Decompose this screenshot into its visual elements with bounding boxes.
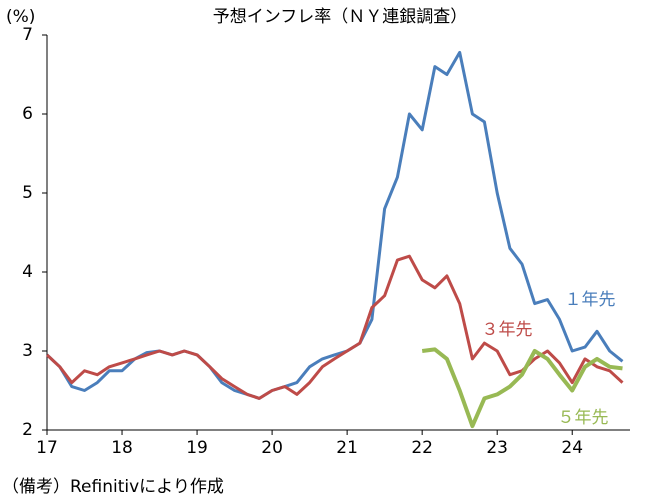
x-tick-label: 24 xyxy=(561,438,583,458)
y-tick-label: 3 xyxy=(22,341,33,361)
series-line xyxy=(45,254,624,400)
series-line xyxy=(45,50,624,400)
y-tick-label: 7 xyxy=(22,25,33,45)
x-tick-label: 19 xyxy=(186,438,208,458)
y-tick-label: 2 xyxy=(22,420,33,440)
y-tick-label: 5 xyxy=(22,183,33,203)
chart-title: 予想インフレ率（ＮＹ連銀調査） xyxy=(213,7,468,27)
series-label: ３年先 xyxy=(482,320,533,340)
series-label: ５年先 xyxy=(558,408,609,428)
note: （備考）Refinitivにより作成 xyxy=(2,477,224,497)
x-tick-label: 21 xyxy=(336,438,358,458)
series-label: １年先 xyxy=(565,290,616,310)
y-unit: (%) xyxy=(6,7,35,27)
y-tick-label: 4 xyxy=(22,262,33,282)
x-tick-label: 22 xyxy=(411,438,433,458)
x-tick-label: 18 xyxy=(111,438,133,458)
y-tick-label: 6 xyxy=(22,104,33,124)
x-tick-label: 17 xyxy=(36,438,58,458)
x-tick-label: 20 xyxy=(261,438,283,458)
series-line xyxy=(421,347,623,429)
x-tick-label: 23 xyxy=(486,438,508,458)
